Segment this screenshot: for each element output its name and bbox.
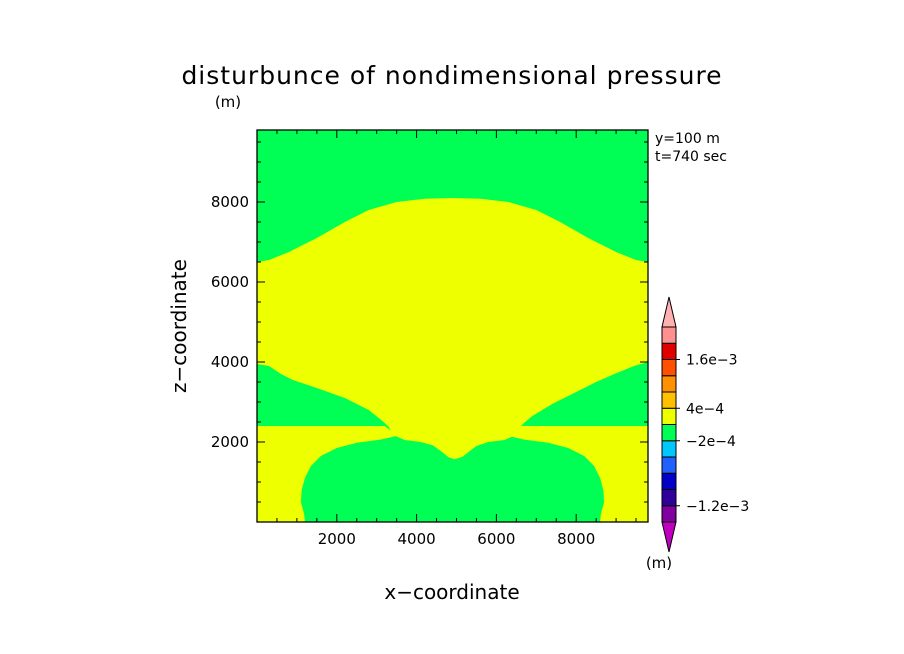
contour-region-lower-yellow-left [257, 426, 397, 522]
colorbar-level [661, 342, 677, 360]
colorbar-level [661, 359, 677, 377]
x-tick-label: 2000 [318, 530, 356, 548]
annotation-y: y=100 m [655, 131, 720, 147]
colorbar-level [661, 424, 677, 442]
colorbar-level [661, 326, 677, 344]
y-tick-label: 4000 [211, 353, 249, 371]
colorbar-level [661, 440, 677, 458]
x-axis-label: x−coordinate [384, 580, 519, 604]
colorbar-level [661, 505, 677, 523]
colorbar-level [661, 472, 677, 490]
x-tick-label: 8000 [557, 530, 595, 548]
y-tick-label: 6000 [211, 273, 249, 291]
colorbar-label: −1.2e−3 [686, 499, 749, 515]
contour-field [257, 130, 648, 522]
unit-label-colorbar: (m) [646, 554, 672, 572]
y-axis-label: z−coordinate [167, 259, 191, 393]
contour-region-lower-yellow-right [508, 426, 648, 522]
colorbar: 1.6e−3 4e−4 −2e−4 −1.2e−3 [661, 296, 749, 553]
unit-label-top: (m) [215, 93, 241, 111]
x-tick-label: 6000 [477, 530, 515, 548]
plot-frame [256, 129, 649, 523]
colorbar-level [661, 407, 677, 425]
colorbar-level [661, 489, 677, 507]
axes: 2000 4000 6000 8000 2000 4000 6000 8000 [211, 129, 649, 548]
colorbar-end-low [661, 521, 677, 553]
annotation-time: t=740 sec [655, 149, 727, 165]
chart-title: disturbunce of nondimensional pressure [181, 61, 722, 90]
contour-region-upper-yellow [257, 198, 648, 460]
y-tick-label: 2000 [211, 433, 249, 451]
colorbar-label: 1.6e−3 [686, 353, 738, 369]
colorbar-level [661, 391, 677, 409]
colorbar-level [661, 375, 677, 393]
colorbar-label: 4e−4 [686, 401, 724, 417]
y-tick-label: 8000 [211, 193, 249, 211]
colorbar-label: −2e−4 [686, 434, 736, 450]
colorbar-level [661, 456, 677, 474]
colorbar-end-high [661, 296, 677, 328]
x-tick-label: 4000 [397, 530, 435, 548]
